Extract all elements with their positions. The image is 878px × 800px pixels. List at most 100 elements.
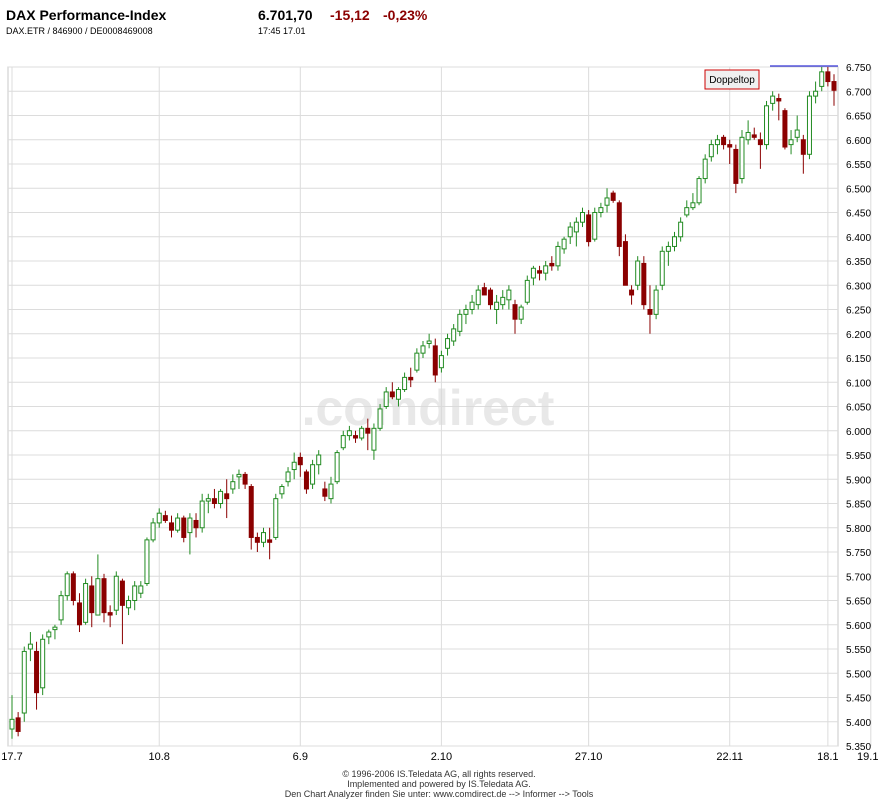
y-tick-label: 6.450 xyxy=(846,209,871,220)
doppeltop-label: Doppeltop xyxy=(709,75,755,86)
candle-body xyxy=(181,517,187,538)
candle xyxy=(408,367,414,388)
candle-body xyxy=(395,389,401,400)
index-price: 6.701,70 xyxy=(258,7,313,23)
candle xyxy=(95,554,101,616)
candle xyxy=(21,646,27,722)
candle-body xyxy=(708,144,714,158)
candle xyxy=(211,488,217,509)
index-identifiers: DAX.ETR / 846900 / DE0008469008 xyxy=(6,26,153,36)
y-tick-label: 6.050 xyxy=(846,403,871,414)
candle-body xyxy=(751,134,757,138)
candle xyxy=(193,513,199,538)
y-tick-label: 5.700 xyxy=(846,572,871,583)
candle xyxy=(573,217,579,247)
candle-body xyxy=(782,110,788,148)
candle xyxy=(316,450,322,475)
candle-body xyxy=(690,202,696,209)
candle xyxy=(328,476,334,504)
y-tick-label: 5.950 xyxy=(846,451,871,462)
candle-body xyxy=(273,498,279,538)
candle xyxy=(101,573,107,623)
y-tick-label: 6.300 xyxy=(846,281,871,292)
candle-body xyxy=(672,236,678,247)
candle xyxy=(524,275,530,305)
doppeltop-label-box xyxy=(704,69,760,90)
candle xyxy=(254,532,260,552)
candle xyxy=(530,265,536,286)
candle xyxy=(800,134,806,174)
candle-body xyxy=(150,522,156,541)
candle xyxy=(721,134,727,150)
candle-body xyxy=(267,539,273,543)
x-tick-label: 2.10 xyxy=(431,751,452,763)
dax-candlestick-chart: .comdirect Doppeltop 6.750 6.700 6.650 6.60… xyxy=(1,63,878,763)
candle-body xyxy=(254,536,260,543)
candle-body xyxy=(138,585,144,594)
y-tick-label: 5.750 xyxy=(846,548,871,559)
candle-body xyxy=(494,301,500,311)
candle-body xyxy=(794,129,800,138)
candle xyxy=(359,425,365,441)
candle-body xyxy=(641,262,647,306)
candle-body xyxy=(610,192,616,201)
candle xyxy=(168,515,174,538)
candle xyxy=(500,290,506,310)
candle xyxy=(629,285,635,305)
footer-copyright: © 1996-2006 IS.Teledata AG, all rights r… xyxy=(342,769,536,779)
candle-body xyxy=(426,340,432,344)
candle-body xyxy=(156,512,162,524)
candle xyxy=(831,74,837,106)
candle xyxy=(144,537,150,586)
candle-body xyxy=(530,267,536,279)
candle-body xyxy=(334,452,340,483)
candle xyxy=(684,200,690,218)
candle-body xyxy=(653,289,659,315)
candle xyxy=(813,81,819,104)
candle-body xyxy=(586,214,592,243)
axes: 6.750 6.700 6.650 6.600 6.550 6.500 6.450 6.400… xyxy=(1,63,878,763)
candle-body xyxy=(316,454,322,466)
candle-body xyxy=(806,95,812,155)
y-tick-label: 6.250 xyxy=(846,306,871,317)
candle xyxy=(242,471,248,489)
y-tick-label: 6.550 xyxy=(846,160,871,171)
candle-body xyxy=(463,309,469,315)
candle xyxy=(414,348,420,373)
candle xyxy=(512,299,518,334)
candle-body xyxy=(113,575,119,611)
candle xyxy=(764,100,770,150)
candle-body xyxy=(95,578,101,616)
candle-body xyxy=(414,352,420,371)
candle-body xyxy=(107,612,113,616)
candle-body xyxy=(665,245,671,252)
candle-body xyxy=(126,600,132,609)
candle-body xyxy=(770,95,776,104)
candle xyxy=(389,382,395,400)
candle xyxy=(825,67,831,87)
candle xyxy=(622,234,628,286)
candle xyxy=(162,510,168,523)
candle-body xyxy=(598,207,604,213)
candle-body xyxy=(303,471,309,490)
candle-body xyxy=(328,483,334,500)
candle-body xyxy=(285,471,291,483)
candle-body xyxy=(297,456,303,466)
candle-body xyxy=(175,517,181,531)
candle-body xyxy=(383,391,389,408)
candle xyxy=(647,285,653,334)
candle-body xyxy=(359,427,365,439)
candle xyxy=(181,515,187,543)
candle-body xyxy=(261,532,267,543)
candle-body xyxy=(579,212,585,223)
candle xyxy=(665,241,671,266)
candle xyxy=(475,285,481,310)
y-tick-label: 6.400 xyxy=(846,233,871,244)
candle xyxy=(678,217,684,242)
candle xyxy=(782,108,788,150)
candle-body xyxy=(162,515,168,521)
candle-body xyxy=(15,717,21,732)
candle xyxy=(702,154,708,184)
candle-body xyxy=(831,81,837,91)
y-tick-label: 6.150 xyxy=(846,354,871,365)
